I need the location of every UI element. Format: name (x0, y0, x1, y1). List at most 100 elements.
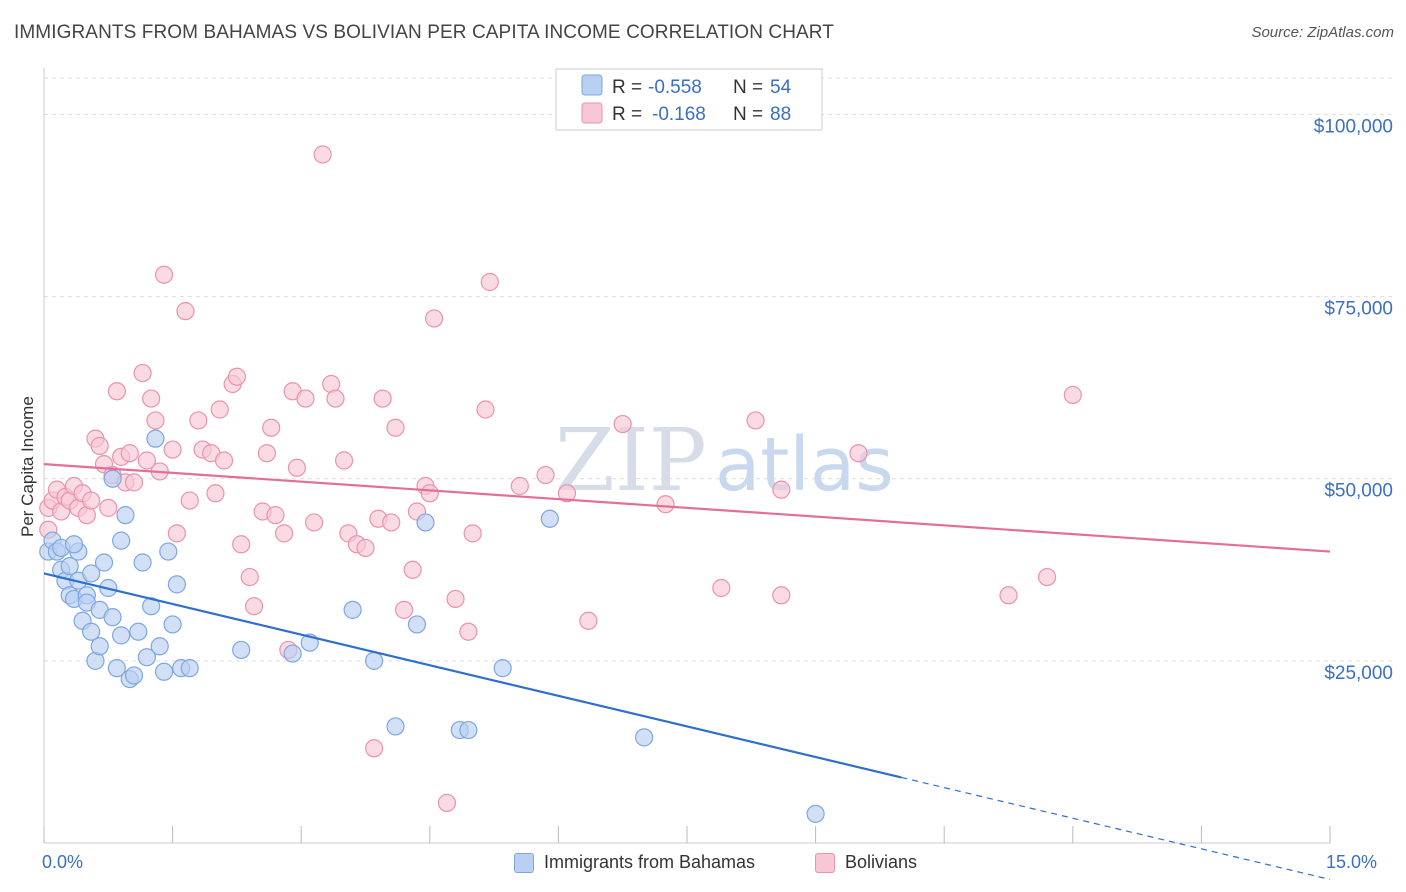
point-bahamas (159, 542, 178, 561)
legend-label-bahamas: Immigrants from Bahamas (544, 852, 756, 872)
point-bahamas (386, 717, 405, 736)
point-bolivians (244, 597, 264, 616)
point-bolivians (120, 444, 139, 463)
point-bolivians (579, 611, 598, 630)
legend-r-label-2: R = (612, 104, 642, 125)
point-bolivians (210, 400, 229, 419)
point-bolivians (420, 484, 439, 503)
point-bolivians (240, 567, 259, 587)
point-bolivians (257, 444, 277, 463)
point-bolivians (656, 495, 675, 514)
point-bolivians (1037, 567, 1057, 587)
point-bahamas (60, 557, 79, 576)
point-bolivians (1063, 385, 1082, 405)
point-bolivians (772, 586, 791, 605)
point-bahamas (343, 600, 362, 619)
point-bahamas (90, 637, 109, 656)
point-bolivians (232, 535, 251, 554)
point-bahamas (142, 597, 161, 616)
trend-line-bahamas-extension (901, 776, 1331, 881)
point-bahamas (137, 648, 156, 667)
stats-legend: R = -0.558 N = 54 R = -0.168 N = 88 (555, 68, 823, 131)
legend-r-value-1: -0.558 (648, 77, 702, 98)
point-bolivians (167, 524, 186, 543)
point-bahamas (112, 531, 131, 550)
point-bahamas (163, 615, 182, 634)
point-bahamas (82, 564, 101, 583)
legend-swatch (514, 852, 534, 873)
point-bahamas (154, 662, 174, 681)
point-bahamas (146, 429, 165, 448)
legend-n-label-1: N = (733, 77, 763, 98)
legend-label-bolivians: Bolivians (845, 852, 918, 872)
point-bolivians (124, 473, 144, 492)
point-bolivians (262, 418, 281, 437)
point-bahamas (635, 728, 654, 747)
legend-n-label-2: N = (733, 104, 763, 125)
point-bolivians (326, 389, 345, 408)
point-bahamas (493, 659, 512, 678)
point-bahamas (180, 659, 199, 678)
point-bolivians (999, 586, 1018, 605)
legend-swatch-bolivians (581, 102, 603, 124)
point-bolivians (382, 513, 401, 532)
point-bahamas (416, 513, 435, 532)
point-bahamas (133, 553, 152, 572)
legend-n-value-2: 88 (770, 104, 791, 125)
point-bolivians (712, 578, 731, 598)
point-bolivians (386, 418, 405, 437)
point-bolivians (373, 389, 392, 408)
point-bolivians (403, 560, 422, 579)
point-bahamas (94, 553, 114, 572)
point-bolivians (746, 411, 765, 430)
x-tick-label-min: 0.0% (42, 852, 84, 872)
legend-item-bahamas[interactable]: Immigrants from Bahamas (514, 852, 755, 873)
y-tick-label: $75,000 (1324, 299, 1393, 320)
point-bolivians (142, 389, 161, 408)
point-bolivians (206, 484, 225, 503)
point-bahamas (459, 720, 478, 740)
point-bahamas (129, 622, 148, 641)
point-bolivians (849, 444, 868, 463)
y-tick-label: $25,000 (1324, 663, 1393, 684)
point-bolivians (266, 506, 285, 525)
point-bahamas (124, 666, 144, 685)
point-bolivians (437, 793, 457, 813)
point-bolivians (146, 411, 165, 430)
trend-lines (43, 463, 1331, 881)
point-bolivians (510, 476, 529, 496)
point-bahamas (232, 640, 251, 660)
point-bahamas (107, 659, 126, 678)
point-bolivians (296, 389, 315, 408)
point-bolivians (90, 436, 109, 456)
point-bolivians (772, 480, 791, 499)
point-bolivians (214, 451, 234, 470)
source-credit: Source: ZipAtlas.com (1251, 24, 1394, 41)
point-bolivians (557, 484, 577, 503)
point-bolivians (364, 739, 384, 758)
watermark-atlas: atlas (715, 422, 894, 508)
x-tick-label-max: 15.0% (1326, 852, 1378, 872)
point-bolivians (180, 491, 199, 510)
legend-r-label-1: R = (612, 77, 642, 98)
point-bolivians (227, 367, 246, 386)
point-bahamas (283, 644, 302, 663)
legend-item-bolivians[interactable]: Bolivians (815, 852, 917, 873)
point-bahamas (167, 575, 186, 594)
point-bahamas (150, 637, 169, 656)
point-bolivians (463, 524, 482, 543)
point-bahamas (64, 535, 84, 554)
point-bolivians (313, 145, 332, 164)
point-bahamas (103, 608, 122, 627)
point-bolivians (476, 400, 495, 419)
point-bolivians (446, 589, 465, 609)
y-tick-labels: $25,000 $50,000 $75,000 $100,000 (1314, 116, 1393, 683)
point-bolivians (133, 363, 152, 383)
chart-title: IMMIGRANTS FROM BAHAMAS VS BOLIVIAN PER … (14, 22, 834, 43)
series-legend: Immigrants from Bahamas Bolivians (0, 852, 1406, 878)
point-bolivians (82, 491, 101, 510)
point-bolivians (99, 498, 118, 517)
point-bolivians (424, 309, 444, 328)
point-bolivians (480, 272, 499, 292)
legend-n-value-1: 54 (770, 77, 792, 98)
